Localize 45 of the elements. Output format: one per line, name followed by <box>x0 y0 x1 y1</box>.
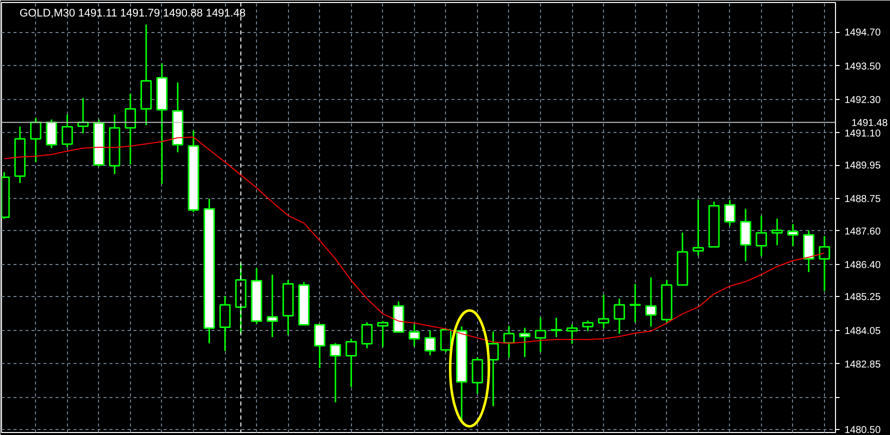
candlestick <box>740 208 752 262</box>
y-tick-label: 1493.50 <box>844 61 882 72</box>
candlestick <box>614 298 626 334</box>
y-tick-label: 1482.85 <box>844 359 882 370</box>
candlestick <box>582 320 594 332</box>
candlestick <box>566 324 578 345</box>
candlestick <box>534 316 546 353</box>
candlestick <box>818 235 830 292</box>
candlestick <box>219 295 231 352</box>
candlestick <box>30 117 42 163</box>
candlestick <box>771 218 783 246</box>
candlestick <box>62 114 73 148</box>
chart-title: GOLD,M30 1491.11 1491.79 1490.88 1491.48 <box>20 8 246 20</box>
candlestick <box>598 294 610 330</box>
y-tick-label: 1492.30 <box>844 94 882 106</box>
candlestick <box>472 356 484 395</box>
ref-line-label: 1491.48 <box>852 118 888 129</box>
y-tick-label: 1484.05 <box>844 326 882 337</box>
candlestick <box>266 274 278 338</box>
candlestick <box>346 338 357 388</box>
candlestick <box>377 320 388 348</box>
candlestick <box>124 93 136 166</box>
candlestick <box>46 118 58 149</box>
candlestick <box>519 327 530 358</box>
candlestick <box>424 330 436 356</box>
y-tick-label: 1480.50 <box>844 425 882 435</box>
y-tick-label: 1487.60 <box>844 226 882 238</box>
candlestick <box>440 329 452 353</box>
y-tick-label: 1489.95 <box>844 160 882 172</box>
candlestick <box>314 324 326 369</box>
y-tick-label: 1494.70 <box>844 28 882 39</box>
candlestick <box>756 215 767 257</box>
y-tick-label: 1488.75 <box>844 194 882 206</box>
candlestick <box>724 199 736 227</box>
candlestick <box>408 324 420 348</box>
y-tick-label: 1486.40 <box>844 260 882 272</box>
candlestick <box>645 276 657 328</box>
candlestick <box>330 342 342 404</box>
candlestick <box>692 198 704 256</box>
y-tick-label: 1491.10 <box>844 128 882 140</box>
candlestick <box>361 321 373 349</box>
candlestick <box>787 223 799 247</box>
candlestick <box>630 283 641 323</box>
candlestick <box>550 316 562 338</box>
y-tick-label: 1485.25 <box>844 292 882 304</box>
